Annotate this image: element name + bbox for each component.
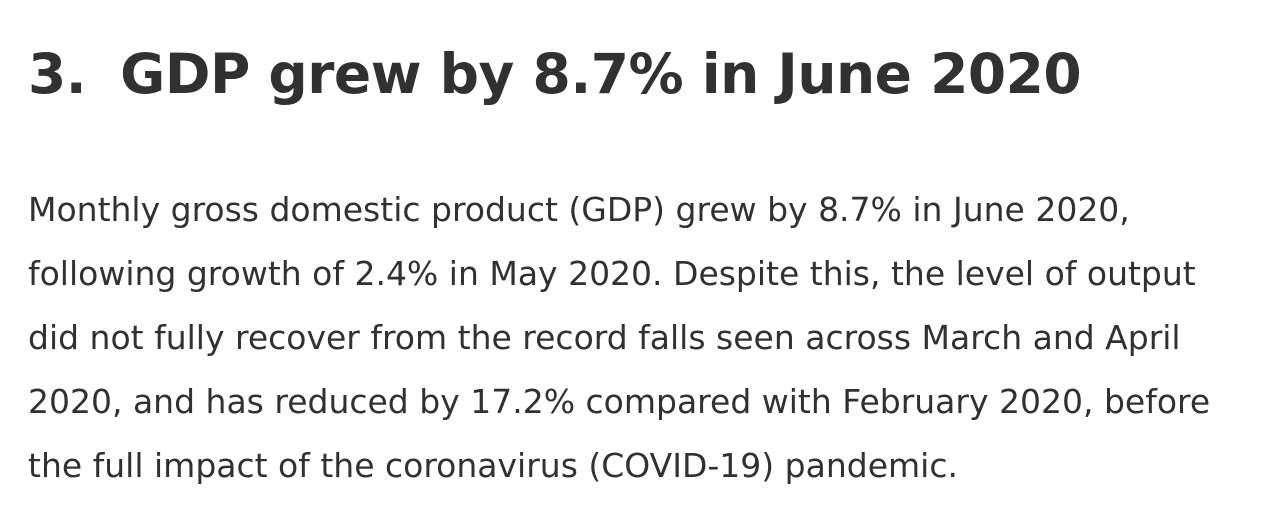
paragraph-line: the full impact of the coronavirus (COVI… xyxy=(28,446,958,485)
section-paragraph: Monthly gross domestic product (GDP) gre… xyxy=(28,178,1258,498)
paragraph-line: did not fully recover from the record fa… xyxy=(28,318,1181,357)
section-heading: 3. GDP grew by 8.7% in June 2020 xyxy=(28,38,1082,110)
section-number: 3. xyxy=(28,42,87,106)
paragraph-line: following growth of 2.4% in May 2020. De… xyxy=(28,254,1196,293)
paragraph-line: Monthly gross domestic product (GDP) gre… xyxy=(28,190,1130,229)
paragraph-line: 2020, and has reduced by 17.2% compared … xyxy=(28,382,1211,421)
section-title: GDP grew by 8.7% in June 2020 xyxy=(120,42,1082,106)
